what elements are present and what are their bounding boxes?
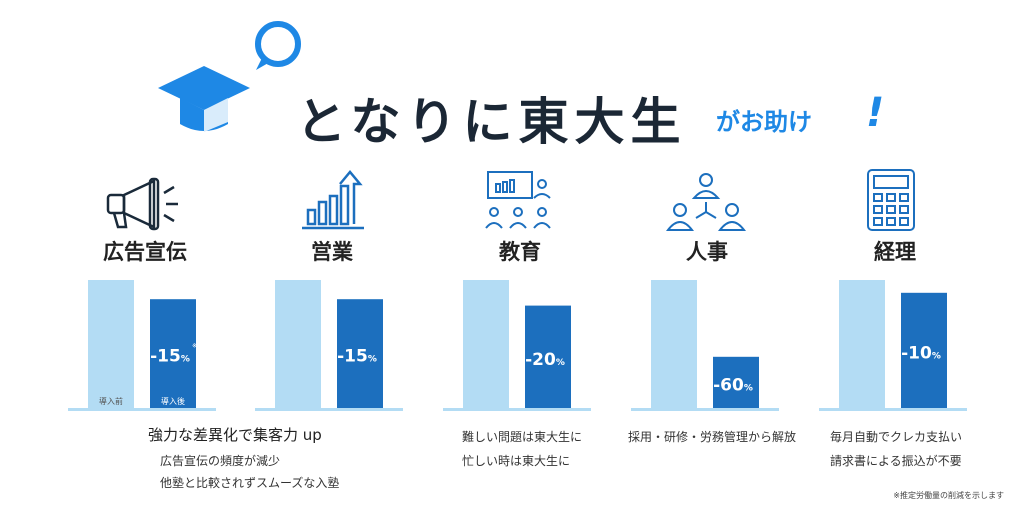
category-accounting: 経理 xyxy=(874,240,916,264)
people-network-icon xyxy=(666,173,746,231)
bar-after xyxy=(713,356,759,408)
bar-before xyxy=(839,280,885,408)
bar-before xyxy=(275,280,321,408)
edu-note-2: 忙しい時は東大生に xyxy=(462,454,571,468)
bar-before xyxy=(463,280,509,408)
growth-chart-icon xyxy=(302,170,364,230)
footnote: ※推定労働量の削減を示します xyxy=(893,491,1004,500)
footnote-mark: ※ xyxy=(192,343,197,350)
data-label: -15% xyxy=(150,347,190,367)
exclamation: ! xyxy=(866,90,885,136)
data-label: -15% xyxy=(337,347,377,367)
category-hr: 人事 xyxy=(686,240,728,264)
megaphone-icon xyxy=(106,177,178,231)
bar-label-before: 導入前 xyxy=(99,396,123,406)
edu-note-1: 難しい問題は東大生に xyxy=(462,430,583,444)
acc-note-1: 毎月自動でクレカ支払い xyxy=(830,430,963,444)
ad-note-1: 広告宣伝の頻度が減少 xyxy=(160,454,281,468)
data-label: -60% xyxy=(713,375,753,395)
page-title: となりに東大生 xyxy=(296,93,687,151)
bar-after xyxy=(337,299,383,408)
data-label: -10% xyxy=(901,343,941,363)
graduation-cap-logo xyxy=(158,21,301,132)
bar-chart: -15%※導入前 導入後-15% -20%-60%-10% xyxy=(68,280,967,411)
speech-bubble-icon xyxy=(255,21,301,70)
category-education: 教育 xyxy=(499,240,541,264)
category-ad: 広告宣伝 xyxy=(103,240,187,264)
calculator-icon xyxy=(867,169,915,231)
tagline: がお助け xyxy=(716,108,812,136)
bar-after xyxy=(150,299,196,408)
bar-label-after: 導入後 xyxy=(161,396,185,406)
hr-note-1: 採用・研修・労務管理から解放 xyxy=(628,430,797,444)
data-label: -20% xyxy=(525,350,565,370)
bar-before xyxy=(88,280,134,408)
teaching-icon xyxy=(485,171,551,229)
category-sales: 営業 xyxy=(311,240,353,264)
ad-lead-text: 強力な差異化で集客力 up xyxy=(148,426,322,444)
acc-note-2: 請求書による振込が不要 xyxy=(830,454,962,468)
bar-before xyxy=(651,280,697,408)
bar-after xyxy=(525,305,571,408)
ad-note-2: 他塾と比較されずスムーズな入塾 xyxy=(160,476,340,490)
bar-after xyxy=(901,292,947,408)
